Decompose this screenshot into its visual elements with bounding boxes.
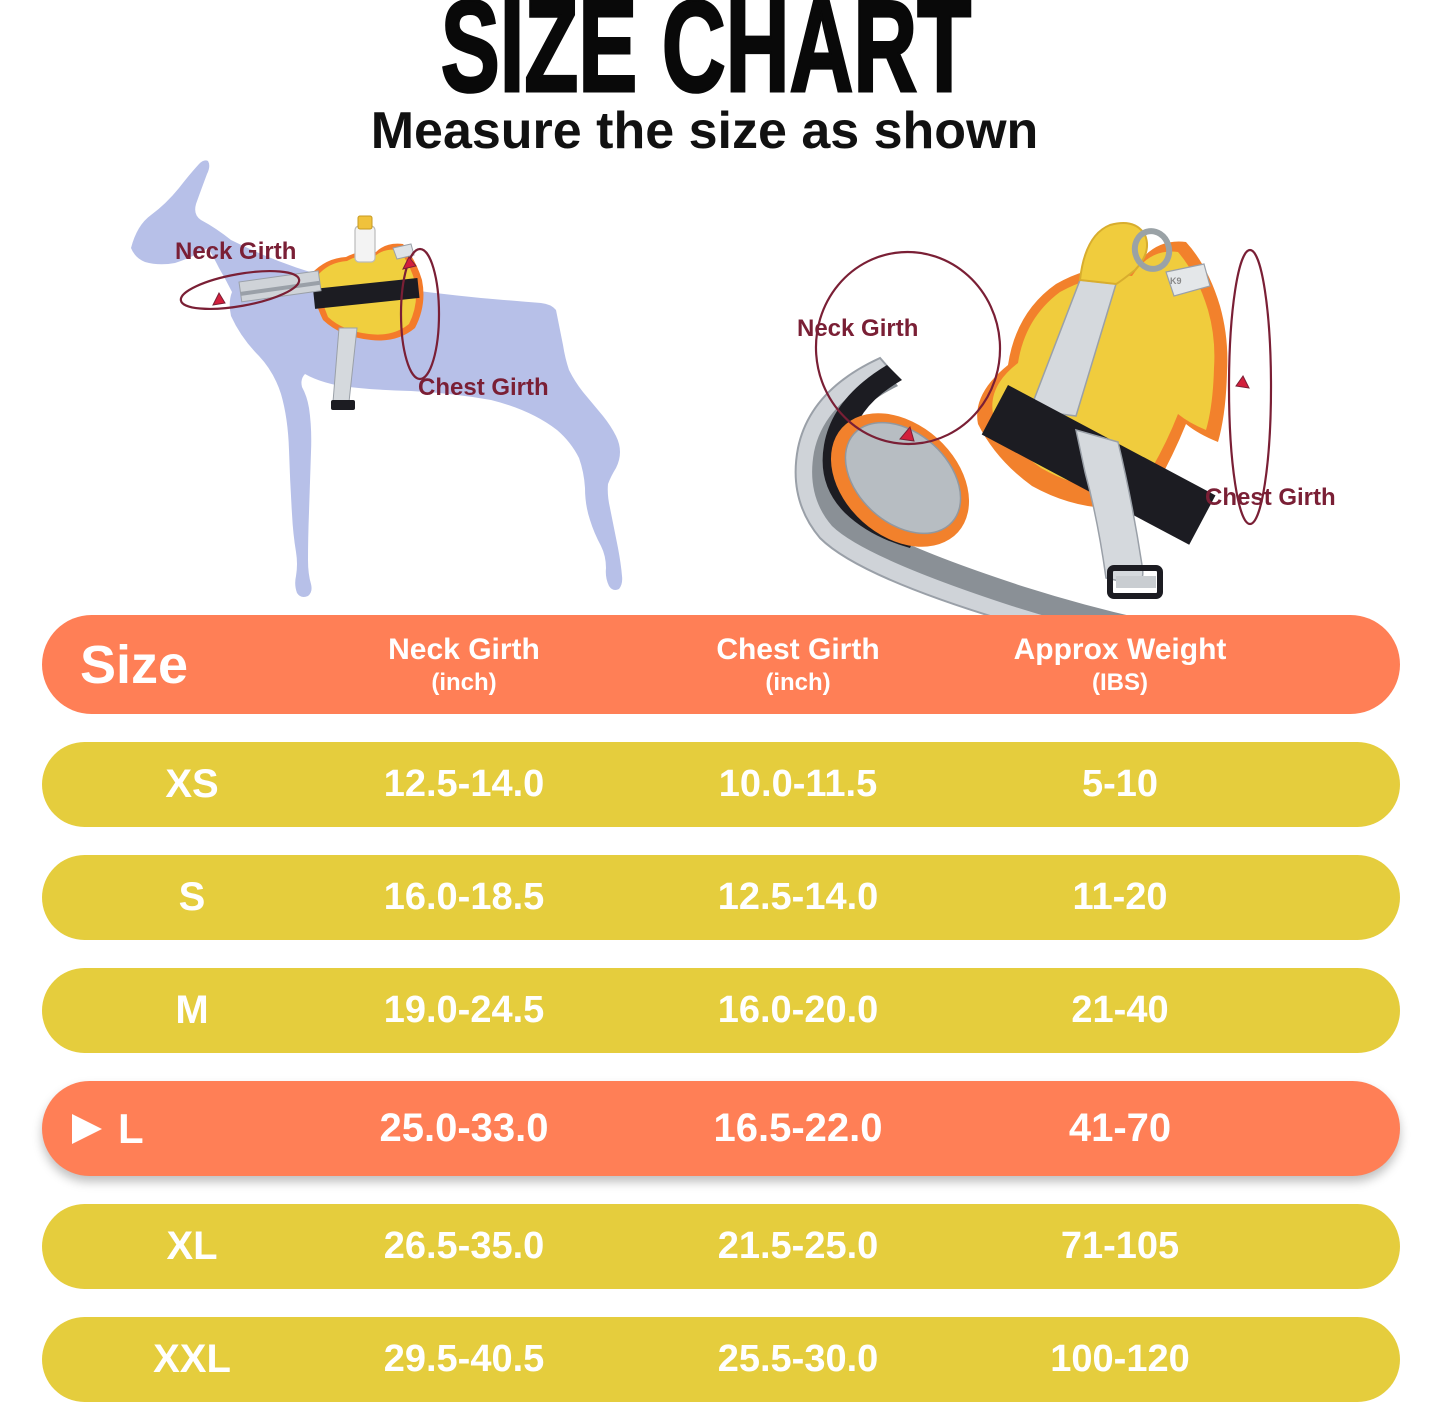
svg-text:K9: K9 bbox=[1170, 276, 1182, 286]
